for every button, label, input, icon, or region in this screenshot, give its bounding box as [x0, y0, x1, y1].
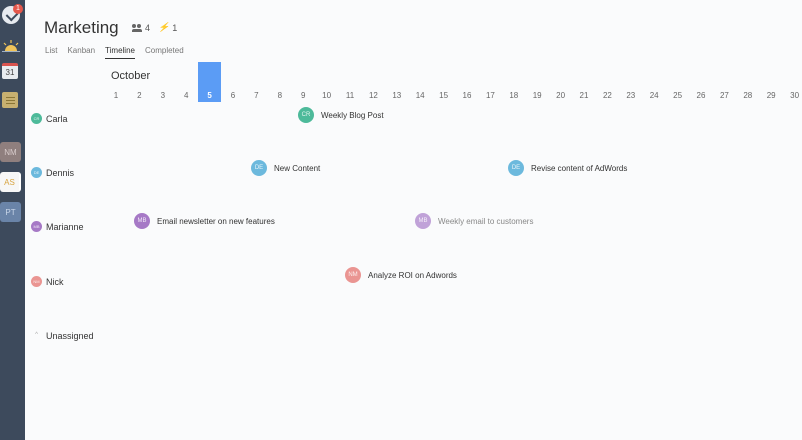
day-27: 27 [719, 91, 729, 100]
task-weekly-email[interactable]: MB Weekly email to customers [415, 213, 533, 229]
task-title: Weekly email to customers [438, 216, 534, 226]
person-row-nick[interactable]: NM Nick [31, 276, 64, 287]
workspace-as[interactable]: AS [0, 172, 21, 192]
person-name: Carla [46, 113, 68, 124]
day-12: 12 [368, 91, 378, 100]
day-23: 23 [626, 91, 636, 100]
day-8: 8 [277, 91, 283, 100]
tab-timeline[interactable]: Timeline [105, 46, 135, 59]
avatar: CR [298, 107, 314, 123]
day-16: 16 [462, 91, 472, 100]
tab-kanban[interactable]: Kanban [67, 46, 96, 55]
task-title: Weekly Blog Post [321, 110, 384, 120]
day-7: 7 [254, 91, 259, 100]
avatar: CR [31, 113, 42, 124]
tab-list[interactable]: List [45, 46, 58, 55]
day-17: 17 [485, 91, 495, 100]
today-highlight [198, 62, 221, 102]
task-weekly-blog-post[interactable]: CR Weekly Blog Post [298, 107, 384, 123]
day-19: 19 [532, 91, 542, 100]
unassigned-icon: ^ [35, 332, 38, 338]
workspace-nm[interactable]: NM [0, 142, 21, 162]
activity-count[interactable]: ⚡ 1 [158, 22, 178, 33]
avatar: DE [508, 160, 524, 176]
project-meta: 4 ⚡ 1 [132, 22, 177, 33]
person-name: Unassigned [46, 330, 94, 341]
task-analyze-roi[interactable]: NM Analyze ROI on Adwords [345, 267, 457, 283]
day-24: 24 [649, 91, 659, 100]
person-row-marianne[interactable]: MB Marianne [31, 221, 84, 232]
task-new-content[interactable]: DE New Content [251, 160, 320, 176]
avatar: MB [415, 213, 431, 229]
day-28: 28 [743, 91, 753, 100]
day-1: 1 [113, 91, 119, 100]
person-row-carla[interactable]: CR Carla [31, 113, 68, 124]
person-name: Nick [46, 276, 64, 287]
day-22: 22 [602, 91, 612, 100]
workspace-pt[interactable]: PT [0, 202, 21, 222]
day-30: 30 [790, 91, 800, 100]
day-4: 4 [183, 91, 189, 100]
day-5: 5 [207, 91, 212, 100]
day-29: 29 [766, 91, 776, 100]
task-email-newsletter[interactable]: MB Email newsletter on new features [134, 213, 275, 229]
day-18: 18 [509, 91, 519, 100]
person-row-unassigned[interactable]: ^ Unassigned [31, 330, 94, 341]
day-10: 10 [322, 91, 332, 100]
avatar: DE [31, 167, 42, 178]
notification-badge[interactable]: 1 [13, 4, 23, 14]
avatar: MB [134, 213, 150, 229]
day-14: 14 [415, 91, 425, 100]
day-21: 21 [579, 91, 589, 100]
person-name: Dennis [46, 167, 75, 178]
day-15: 15 [439, 91, 449, 100]
day-9: 9 [300, 91, 306, 100]
project-title: Marketing [44, 18, 119, 37]
day-20: 20 [556, 91, 566, 100]
person-name: Marianne [46, 221, 84, 232]
calendar-icon[interactable]: 31 [2, 63, 18, 79]
day-3: 3 [160, 91, 166, 100]
people-icon [132, 23, 142, 32]
day-6: 6 [230, 91, 236, 100]
app-sidebar: 1 31 NM AS PT [0, 0, 25, 440]
view-tabs: List Kanban Timeline Completed [45, 46, 184, 59]
tab-completed[interactable]: Completed [144, 46, 184, 55]
avatar: DE [251, 160, 267, 176]
person-row-dennis[interactable]: DE Dennis [31, 167, 74, 178]
task-title: Analyze ROI on Adwords [368, 270, 457, 280]
avatar: MB [31, 221, 42, 232]
notes-icon[interactable] [2, 92, 18, 108]
day-26: 26 [696, 91, 706, 100]
avatar: NM [345, 267, 361, 283]
month-label: October [111, 70, 151, 82]
task-revise-adwords[interactable]: DE Revise content of AdWords [508, 160, 627, 176]
bolt-icon: ⚡ [158, 22, 170, 32]
task-title: Revise content of AdWords [531, 163, 628, 173]
day-11: 11 [345, 91, 355, 100]
members-count[interactable]: 4 [132, 22, 150, 33]
day-13: 13 [392, 91, 402, 100]
task-title: Email newsletter on new features [157, 216, 275, 226]
avatar: NM [31, 276, 42, 287]
sunrise-icon[interactable] [1, 36, 21, 56]
day-25: 25 [673, 91, 683, 100]
day-2: 2 [137, 91, 142, 100]
task-title: New Content [274, 163, 321, 173]
